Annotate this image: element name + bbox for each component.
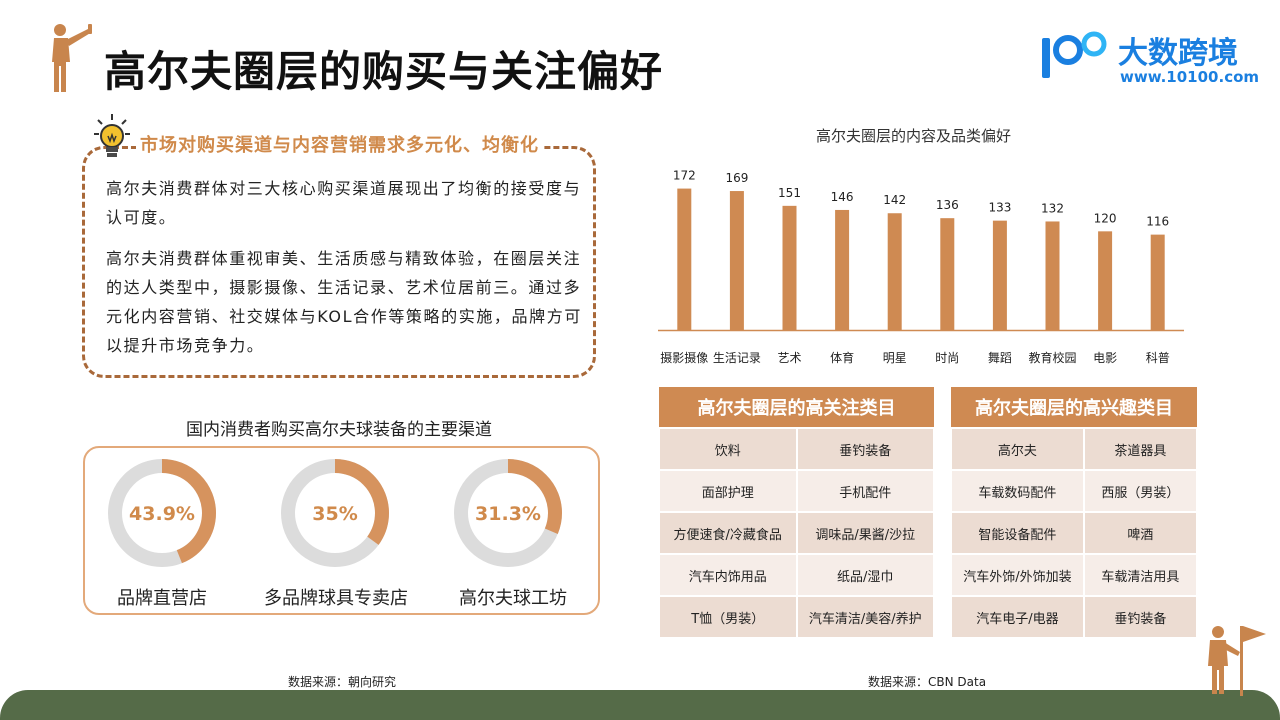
page-title: 高尔夫圈层的购买与关注偏好 bbox=[104, 47, 664, 96]
bar bbox=[992, 220, 1007, 330]
table-cell: 车载数码配件 bbox=[950, 469, 1085, 513]
interest-table-title: 高尔夫圈层的高兴趣类目 bbox=[951, 387, 1197, 428]
channel-label: 多品牌球具专卖店 bbox=[264, 588, 408, 609]
table-cell: 车载清洁用具 bbox=[1082, 553, 1199, 597]
bar bbox=[782, 205, 797, 330]
table-cell: 高尔夫 bbox=[950, 427, 1085, 471]
bar-chart: 172 摄影摄像 169 生活记录 151 艺术 146 体育 142 明星 136 时尚 133 舞蹈 1… bbox=[658, 169, 1184, 365]
insight-paragraph: 高尔夫消费群体重视审美、生活质感与精致体验，在圈层关注的达人类型中，摄影摄像、生… bbox=[106, 249, 582, 355]
table-cell: 茶道器具 bbox=[1082, 427, 1199, 471]
channels-donut-chart: 43.9% 35% 31.3% bbox=[108, 459, 562, 567]
golfer-icon bbox=[52, 24, 92, 92]
x-tick-label: 科普 bbox=[1146, 351, 1170, 365]
table-cell: 汽车电子/电器 bbox=[950, 595, 1085, 639]
footer-band bbox=[0, 690, 1280, 720]
table-cell: 西服（男装） bbox=[1082, 469, 1199, 513]
table-cell: 方便速食/冷藏食品 bbox=[658, 511, 798, 555]
bar bbox=[1098, 231, 1113, 330]
channels-title: 国内消费者购买高尔夫球装备的主要渠道 bbox=[186, 420, 492, 440]
x-tick-label: 艺术 bbox=[777, 351, 801, 365]
bar bbox=[940, 218, 955, 330]
brand-logo-icon bbox=[1042, 31, 1107, 78]
bar bbox=[1045, 221, 1060, 330]
attention-table: 高尔夫圈层的高关注类目 饮料 垂钓装备 面部护理 手机配件 方便速食/冷藏食品 调味品… bbox=[658, 387, 935, 639]
donut-value: 43.9% bbox=[129, 503, 195, 525]
x-tick-label: 电影 bbox=[1093, 351, 1117, 365]
donut-value: 35% bbox=[312, 503, 357, 525]
x-tick-label: 摄影摄像 bbox=[660, 350, 708, 365]
table-cell: 饮料 bbox=[658, 427, 798, 471]
bar bbox=[835, 209, 850, 330]
data-label: 142 bbox=[883, 193, 906, 207]
golfer-flag-icon bbox=[1208, 626, 1266, 696]
table-cell: 手机配件 bbox=[795, 469, 935, 513]
x-tick-label: 生活记录 bbox=[713, 351, 761, 365]
x-tick-label: 体育 bbox=[830, 350, 854, 365]
table-cell: 垂钓装备 bbox=[795, 427, 935, 471]
source-note: 数据来源：朝向研究 bbox=[288, 675, 397, 689]
interest-table: 高尔夫圈层的高兴趣类目 高尔夫 茶道器具 车载数码配件 西服（男装） 智能设备配件啤… bbox=[950, 387, 1199, 639]
data-label: 169 bbox=[725, 171, 748, 185]
data-label: 146 bbox=[831, 190, 854, 204]
data-label: 151 bbox=[778, 186, 801, 200]
channel-label: 高尔夫球工坊 bbox=[459, 588, 567, 609]
source-note: 数据来源：CBN Data bbox=[868, 675, 987, 689]
table-cell: 垂钓装备 bbox=[1082, 595, 1199, 639]
table-cell: 汽车清洁/美容/养护 bbox=[795, 595, 935, 639]
table-cell: 智能设备配件 bbox=[950, 511, 1085, 555]
data-label: 133 bbox=[988, 201, 1011, 215]
brand-name: 大数跨境 bbox=[1118, 36, 1238, 71]
insight-title: 市场对购买渠道与内容营销需求多元化、均衡化 bbox=[136, 131, 543, 157]
bar bbox=[887, 213, 902, 330]
bar bbox=[1150, 234, 1165, 330]
data-label: 172 bbox=[673, 169, 696, 183]
chart-title: 高尔夫圈层的内容及品类偏好 bbox=[816, 127, 1012, 145]
x-tick-label: 教育校园 bbox=[1028, 350, 1076, 365]
table-cell: 调味品/果酱/沙拉 bbox=[795, 511, 935, 555]
table-cell: 汽车外饰/外饰加装 bbox=[950, 553, 1085, 597]
x-tick-label: 时尚 bbox=[935, 351, 959, 365]
data-label: 116 bbox=[1146, 215, 1169, 229]
table-cell: 啤酒 bbox=[1082, 511, 1199, 555]
table-cell: 汽车内饰用品 bbox=[658, 553, 798, 597]
data-label: 132 bbox=[1041, 201, 1064, 215]
brand-url: www.10100.com bbox=[1120, 68, 1260, 86]
donut-arc bbox=[281, 459, 389, 567]
attention-table-title: 高尔夫圈层的高关注类目 bbox=[659, 387, 934, 428]
x-tick-label: 舞蹈 bbox=[988, 351, 1012, 365]
donut-arc bbox=[454, 459, 562, 567]
bar bbox=[677, 188, 692, 330]
x-tick-label: 明星 bbox=[883, 351, 907, 365]
channel-label: 品牌直营店 bbox=[117, 588, 207, 609]
donut-arc bbox=[108, 459, 216, 567]
table-cell: T恤（男装） bbox=[658, 595, 798, 639]
data-label: 136 bbox=[936, 198, 959, 212]
channels-panel bbox=[83, 446, 600, 615]
lightbulb-icon bbox=[94, 114, 130, 157]
donut-value: 31.3% bbox=[475, 503, 541, 525]
insight-paragraph: 高尔夫消费群体对三大核心购买渠道展现出了均衡的接受度与认可度。 bbox=[106, 179, 582, 227]
table-cell: 面部护理 bbox=[658, 469, 798, 513]
table-cell: 纸品/湿巾 bbox=[795, 553, 935, 597]
data-label: 120 bbox=[1094, 211, 1117, 225]
bar bbox=[729, 191, 744, 330]
